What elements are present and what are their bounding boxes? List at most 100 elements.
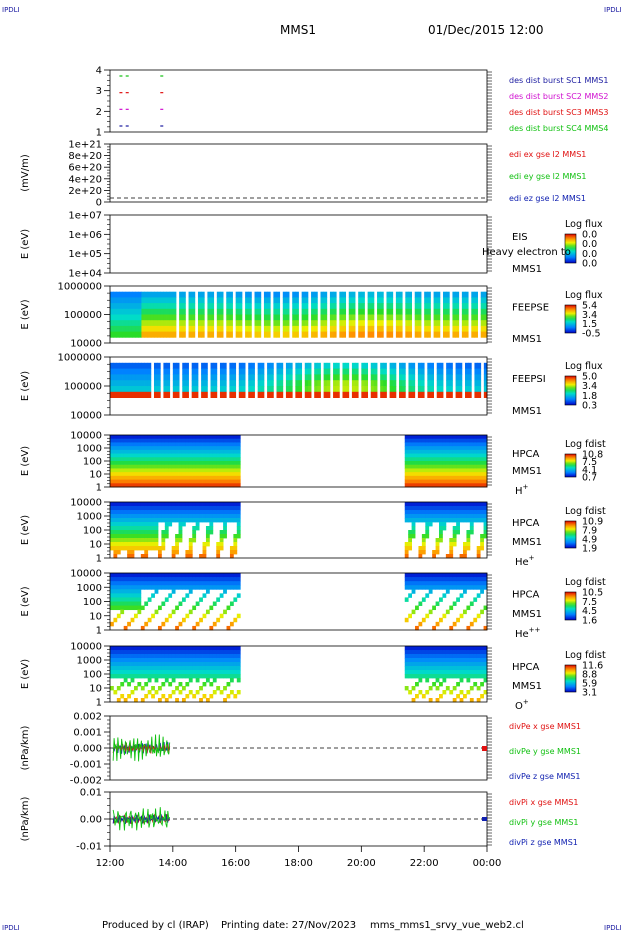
y-tick-label: 1000 [77, 583, 102, 594]
spectrogram-cell [219, 374, 224, 381]
spectrogram-cell [202, 453, 207, 458]
spectrogram-cell [471, 314, 475, 321]
spectrogram-cell [223, 662, 227, 667]
spectrogram-cell [120, 510, 125, 515]
spectrogram-cell [216, 442, 221, 447]
spectrogram-cell [168, 453, 173, 458]
spectrogram-cell [456, 597, 460, 602]
spectrogram-cell [232, 362, 237, 369]
spectrogram-cell [151, 650, 155, 655]
spectrogram-cell [404, 468, 409, 473]
spectrogram-cell [163, 308, 167, 315]
spectrogram-cell [168, 674, 173, 679]
spectrogram-cell [137, 464, 142, 469]
spectrogram-cell [171, 472, 176, 477]
spectrogram-cell [160, 291, 164, 298]
spectrogram-cell [219, 461, 224, 466]
spectrogram-cell [439, 526, 443, 531]
spectrogram-cell [463, 546, 467, 551]
spectrogram-cell [113, 581, 118, 586]
spectrogram-cell [188, 678, 193, 683]
spectrogram-cell [445, 609, 450, 615]
spectrogram-cell [130, 526, 135, 531]
spectrogram-cell [110, 542, 114, 547]
spectrogram-cell [127, 550, 131, 555]
spectrogram-cell [452, 303, 456, 310]
spectrogram-cell [414, 325, 419, 332]
spectrogram-cell [456, 617, 460, 623]
spectrogram-cell [110, 538, 114, 543]
spectrogram-cell [248, 362, 252, 369]
spectrogram-cell [408, 442, 412, 447]
spectrogram-cell [202, 502, 207, 507]
spectrogram-cell [226, 472, 231, 477]
spectrogram-cell [435, 698, 440, 703]
spectrogram-cell [463, 453, 467, 458]
spectrogram-cell [415, 457, 419, 462]
spectrogram-cell [147, 380, 152, 387]
spectrogram-cell [207, 308, 211, 315]
spectrogram-cell [209, 573, 214, 578]
spectrogram-cell [144, 472, 149, 477]
spectrogram-cell [432, 461, 436, 466]
spectrogram-cell [150, 331, 155, 338]
spectrogram-cell [276, 362, 281, 369]
spectrogram-cell [212, 510, 217, 515]
spectrogram-cell [408, 510, 412, 515]
spectrogram-cell [128, 374, 133, 381]
spectrogram-cell [439, 446, 443, 451]
spectrogram-cell [216, 479, 221, 484]
spectrogram-cell [421, 502, 426, 507]
spectrogram-cell [435, 464, 440, 469]
spectrogram-cell [147, 658, 152, 663]
spectrogram-cell [110, 662, 114, 667]
spectrogram-cell [459, 613, 464, 619]
spectrogram-cell [209, 585, 214, 590]
spectrogram-cell [442, 666, 447, 671]
spectrogram-cell [473, 461, 478, 466]
spectrogram-cell [192, 446, 197, 451]
spectrogram-cell [127, 514, 131, 519]
spectrogram-cell [175, 435, 179, 440]
spectrogram-cell [172, 331, 177, 338]
spectrogram-cell [339, 320, 343, 327]
spectrogram-cell [411, 442, 416, 447]
spectrogram-cell [449, 461, 454, 466]
spectrogram-cell [435, 577, 440, 582]
spectrogram-cell [392, 380, 397, 387]
spectrogram-cell [202, 475, 207, 480]
spacecraft-label: MMS1 [512, 334, 542, 345]
spectrogram-cell [241, 362, 246, 369]
spectrogram-cell [185, 550, 190, 555]
spectrogram-cell [442, 475, 447, 480]
spectrogram-cell [463, 694, 467, 699]
spectrogram-cell [304, 291, 309, 298]
spectrogram-cell [317, 391, 321, 398]
spectrogram-cell [197, 320, 202, 327]
spectrogram-cell [144, 297, 149, 304]
spectrogram-cell [166, 362, 171, 369]
spectrogram-cell [178, 534, 183, 539]
spectrogram-cell [116, 510, 121, 515]
spectrogram-cell [418, 646, 423, 651]
spectrogram-cell [144, 526, 149, 531]
y-tick-label: 3 [96, 86, 102, 97]
spectrogram-cell [192, 479, 197, 484]
spectrogram-cell [229, 506, 234, 511]
colorbar [564, 520, 577, 549]
spectrogram-cell [192, 464, 197, 469]
spectrogram-cell [226, 577, 231, 582]
spectrogram-cell [439, 374, 444, 381]
spectrogram-cell [229, 674, 234, 679]
spectrogram-cell [144, 514, 149, 519]
spectrogram-cell [386, 291, 391, 298]
spectrogram-cell [116, 666, 121, 671]
spectrogram-cell [212, 585, 217, 590]
spectrogram-cell [248, 391, 252, 398]
spectrogram-cell [425, 593, 430, 598]
spectrogram-cell [205, 674, 210, 679]
spectrogram-cell [424, 291, 428, 298]
spectrogram-cell [449, 514, 454, 519]
spectrogram-cell [480, 546, 484, 551]
spectrogram-cell [361, 374, 365, 381]
